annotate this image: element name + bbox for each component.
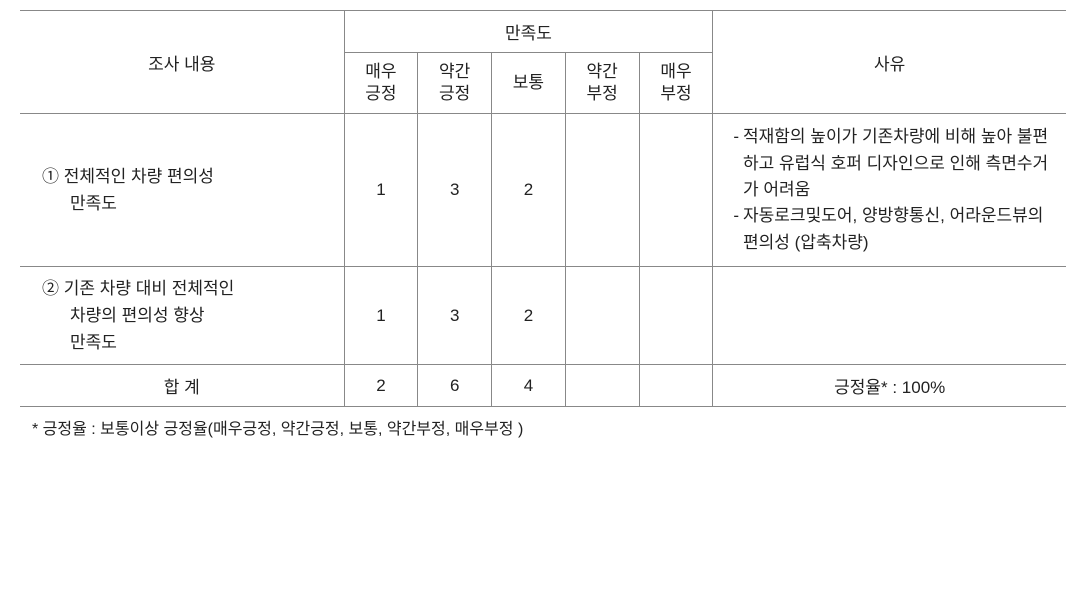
total-label: 합 계: [20, 365, 344, 407]
cell-very-negative: [639, 266, 713, 365]
table-row: ① 전체적인 차량 편의성 만족도 1 3 2 - 적재함의 높이가 기존차량에…: [20, 114, 1066, 267]
dash-icon: -: [733, 124, 743, 150]
reason-cell-1: - 적재함의 높이가 기존차량에 비해 높아 불편하고 유럽식 호퍼 디자인으로…: [713, 114, 1066, 267]
total-slight-positive: 6: [418, 365, 492, 407]
reason-text-1b: 자동로크및도어, 양방향통신, 어라운드뷰의 편의성 (압축차량): [743, 203, 1052, 256]
table-row: ② 기존 차량 대비 전체적인 차량의 편의성 향상 만족도 1 3 2: [20, 266, 1066, 365]
cell-slight-negative: [565, 266, 639, 365]
item-number: ①: [42, 167, 59, 186]
cell-neutral: 2: [492, 266, 566, 365]
survey-item-1: ① 전체적인 차량 편의성 만족도: [20, 114, 344, 267]
cell-slight-positive: 3: [418, 114, 492, 267]
footnote: * 긍정율 : 보통이상 긍정율(매우긍정, 약간긍정, 보통, 약간부정, 매…: [20, 407, 1066, 439]
satisfaction-table: 조사 내용 만족도 사유 매우긍정 약간긍정 보통 약간부정 매우부정 ① 전체…: [20, 10, 1066, 407]
header-reason: 사유: [713, 11, 1066, 114]
cell-very-negative: [639, 114, 713, 267]
total-neutral: 4: [492, 365, 566, 407]
total-slight-negative: [565, 365, 639, 407]
total-reason: 긍정율* : 100%: [713, 365, 1066, 407]
reason-cell-2: [713, 266, 1066, 365]
item-label-line3: 만족도: [42, 329, 117, 356]
cell-slight-positive: 3: [418, 266, 492, 365]
reason-text-1a: 적재함의 높이가 기존차량에 비해 높아 불편하고 유럽식 호퍼 디자인으로 인…: [743, 124, 1052, 203]
cell-very-positive: 1: [344, 266, 418, 365]
item-label-line2: 만족도: [42, 190, 117, 217]
item-label-line1: 전체적인 차량 편의성: [64, 167, 214, 186]
total-row: 합 계 2 6 4 긍정율* : 100%: [20, 365, 1066, 407]
header-slight-negative: 약간부정: [565, 53, 639, 114]
item-number: ②: [42, 279, 59, 298]
header-very-negative: 매우부정: [639, 53, 713, 114]
header-satisfaction: 만족도: [344, 11, 713, 53]
cell-neutral: 2: [492, 114, 566, 267]
header-survey: 조사 내용: [20, 11, 344, 114]
header-neutral: 보통: [492, 53, 566, 114]
total-very-positive: 2: [344, 365, 418, 407]
header-row-1: 조사 내용 만족도 사유: [20, 11, 1066, 53]
total-very-negative: [639, 365, 713, 407]
item-label-line2: 차량의 편의성 향상: [42, 302, 205, 329]
header-slight-positive: 약간긍정: [418, 53, 492, 114]
cell-very-positive: 1: [344, 114, 418, 267]
survey-item-2: ② 기존 차량 대비 전체적인 차량의 편의성 향상 만족도: [20, 266, 344, 365]
cell-slight-negative: [565, 114, 639, 267]
item-label-line1: 기존 차량 대비 전체적인: [64, 279, 235, 298]
header-very-positive: 매우긍정: [344, 53, 418, 114]
dash-icon: -: [733, 203, 743, 229]
